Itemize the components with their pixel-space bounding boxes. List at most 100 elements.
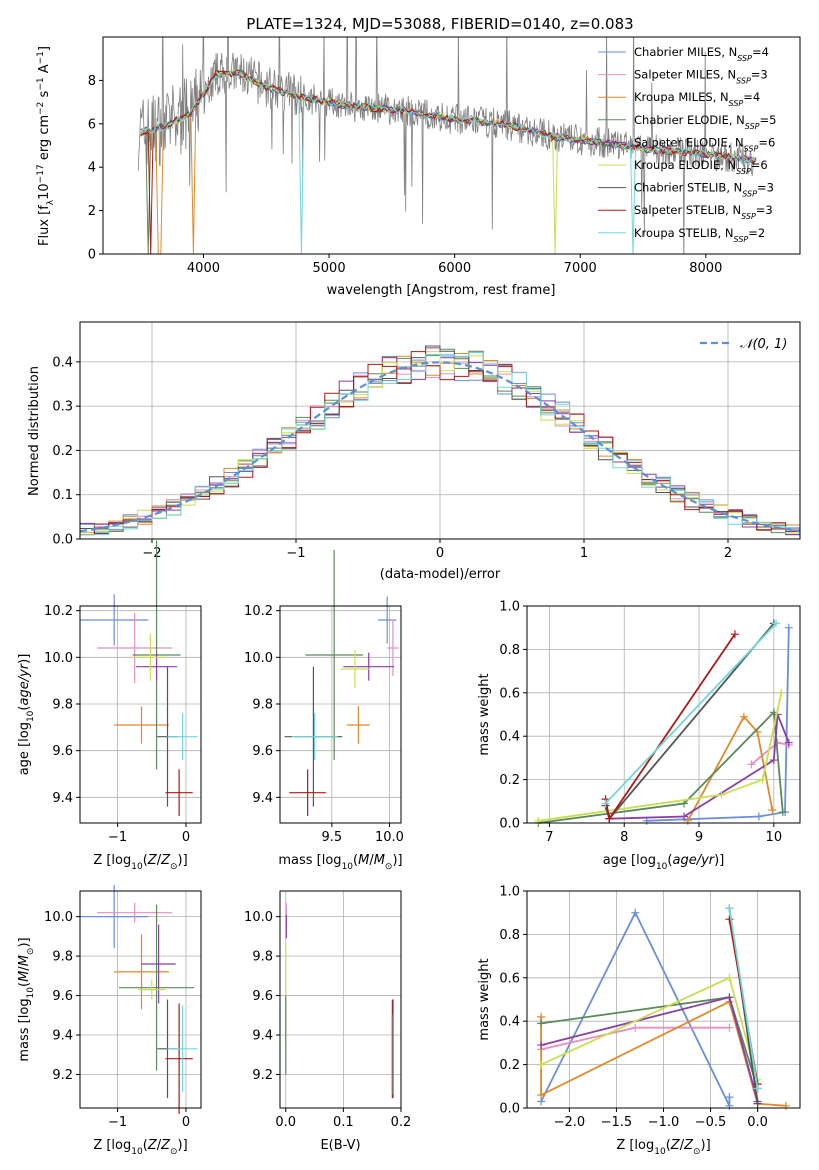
spectrum-panel: 4000 5000 6000 7000 8000 0 2 4 6 8 wavelength [Ang… <box>36 36 801 298</box>
x-axis-label: age [log10(age/yr)] <box>603 853 725 872</box>
mass-weight-point <box>725 993 734 1002</box>
mass-weight-point <box>781 1101 790 1110</box>
y-tick-label: 9.2 <box>252 1068 273 1083</box>
x-tick-label: 0 <box>182 830 190 845</box>
y-axis-label: Flux [fλ10−17 erg cm−2 s−1 A−1] <box>36 46 56 246</box>
y-tick-label: 0.0 <box>52 533 73 548</box>
y-tick-label: 9.6 <box>52 989 73 1004</box>
mass-weight-point <box>747 760 756 769</box>
axes-frame <box>279 605 402 824</box>
y-tick-label: 2 <box>88 204 96 219</box>
y-tick-label: 9.8 <box>52 698 73 713</box>
mass-weight-line <box>728 908 759 1089</box>
x-axis-label: mass [log10(M/M⊙)] <box>278 853 402 872</box>
legend-entry: Chabrier ELODIE, NSSP=5 <box>634 113 776 131</box>
y-tick-label: 10.0 <box>44 651 73 666</box>
x-tick-label: 8 <box>620 830 628 845</box>
y-tick-label: 10.0 <box>244 651 273 666</box>
x-tick-label: 0.0 <box>275 1115 296 1130</box>
x-tick-label: 10.0 <box>375 830 404 845</box>
mass-weight-point <box>537 1060 546 1069</box>
y-tick-label: 0.3 <box>52 400 73 415</box>
y-tick-label: 9.2 <box>52 1068 73 1083</box>
y-tick-label: 0.4 <box>499 1015 520 1030</box>
y-tick-label: 9.4 <box>52 791 73 806</box>
x-tick-label: 0.2 <box>391 1115 412 1130</box>
x-tick-label: −1 <box>286 546 305 561</box>
y-tick-label: 0.1 <box>52 488 73 503</box>
mass-weight-point <box>778 808 787 817</box>
mass-vs-ebv-panel: 0.0 0.1 0.2 9.2 9.4 9.6 9.8 10.0 E(B-V) <box>244 890 412 1153</box>
mass-weight-line <box>646 627 790 822</box>
y-tick-label: 0.4 <box>52 355 73 370</box>
mass-weight-point <box>725 1101 734 1110</box>
normal-distribution-curve <box>80 361 800 533</box>
legend-entry: Kroupa STELIB, NSSP=2 <box>634 226 765 244</box>
x-axis-label: E(B-V) <box>320 1138 360 1153</box>
y-tick-label: 0.8 <box>499 928 520 943</box>
x-tick-label: −2 <box>142 546 161 561</box>
x-tick-label: 6000 <box>438 261 471 276</box>
y-axis-label: mass [log10(M/M⊙)] <box>17 937 36 1061</box>
axes-frame <box>102 36 801 255</box>
y-tick-label: 0.4 <box>499 730 520 745</box>
x-tick-label: 0.1 <box>333 1115 354 1130</box>
axes-frame <box>79 890 202 1109</box>
legend-entry: Chabrier STELIB, NSSP=3 <box>634 181 774 199</box>
model-fit-line <box>140 71 757 254</box>
age-vs-z-panel: −1 0 9.4 9.6 9.8 10.0 10.2 Z [log10(Z/Z⊙)] age [… <box>17 540 202 872</box>
mass-weight-line <box>540 996 759 1089</box>
legend-entry: Salpeter ELODIE, NSSP=6 <box>634 135 775 153</box>
x-tick-label: 0.0 <box>747 1115 768 1130</box>
mass-weight-point <box>768 805 777 814</box>
x-tick-label: −1 <box>108 830 127 845</box>
mass-weight-point <box>769 756 778 765</box>
residual-histogram-step <box>80 345 800 534</box>
y-tick-label: 8 <box>88 74 96 89</box>
mass-weight-point <box>601 799 610 808</box>
mass-weight-point <box>534 816 543 825</box>
mass-weight-point <box>725 1093 734 1102</box>
x-tick-label: 9.5 <box>322 830 343 845</box>
mass-weight-point <box>725 1023 734 1032</box>
x-axis-label: (data-model)/error <box>380 567 501 582</box>
residual-histogram-step <box>80 351 800 536</box>
x-tick-label: 8000 <box>689 261 722 276</box>
legend-entry: Chabrier MILES, NSSP=4 <box>634 45 769 63</box>
y-tick-label: 4 <box>88 161 96 176</box>
mass-weight-point <box>605 814 614 823</box>
mass-weight-point <box>772 619 781 628</box>
y-tick-label: 9.6 <box>252 989 273 1004</box>
mass-weight-line <box>538 710 784 824</box>
y-tick-label: 9.4 <box>252 791 273 806</box>
mass-weight-point <box>753 1084 762 1093</box>
y-tick-label: 10.2 <box>244 604 273 619</box>
x-tick-label: −1 <box>108 1115 127 1130</box>
mass-weight-point <box>537 1090 546 1099</box>
y-axis-label: Normed distribution <box>27 366 42 496</box>
age-vs-mass-panel: 9.5 10.0 9.4 9.6 9.8 10.0 10.2 mass [log10(M/M⊙… <box>244 550 404 872</box>
legend-entry: Salpeter MILES, NSSP=3 <box>634 68 768 86</box>
x-tick-label: 4000 <box>187 261 220 276</box>
y-tick-label: 0 <box>88 248 96 263</box>
mass-weight-point <box>753 1099 762 1108</box>
x-tick-label: 10 <box>766 830 783 845</box>
y-axis-label: age [log10(age/yr)] <box>17 654 36 776</box>
residual-histogram-step <box>80 351 800 534</box>
x-tick-label: 7000 <box>564 261 597 276</box>
spectrum-plot-area <box>137 37 757 254</box>
mass-weight-point <box>537 1041 546 1050</box>
y-tick-label: 0.2 <box>52 444 73 459</box>
mass-weight-point <box>725 973 734 982</box>
legend-entry: Kroupa ELODIE, NSSP=6 <box>634 158 768 176</box>
mass-weight-point <box>739 712 748 721</box>
x-tick-label: 0 <box>182 1115 190 1130</box>
x-axis-label: Z [log10(Z/Z⊙)] <box>93 853 187 872</box>
y-tick-label: 9.6 <box>52 744 73 759</box>
y-tick-label: 9.6 <box>252 744 273 759</box>
residual-histogram-panel: −2 −1 0 1 2 0.0 0.1 0.2 0.3 0.4 (data-model)/error… <box>27 321 801 582</box>
mass-weight-line <box>604 633 736 821</box>
legend-entry: Kroupa MILES, NSSP=4 <box>634 90 760 108</box>
x-tick-label: 1 <box>580 546 588 561</box>
y-tick-label: 0.6 <box>499 686 520 701</box>
